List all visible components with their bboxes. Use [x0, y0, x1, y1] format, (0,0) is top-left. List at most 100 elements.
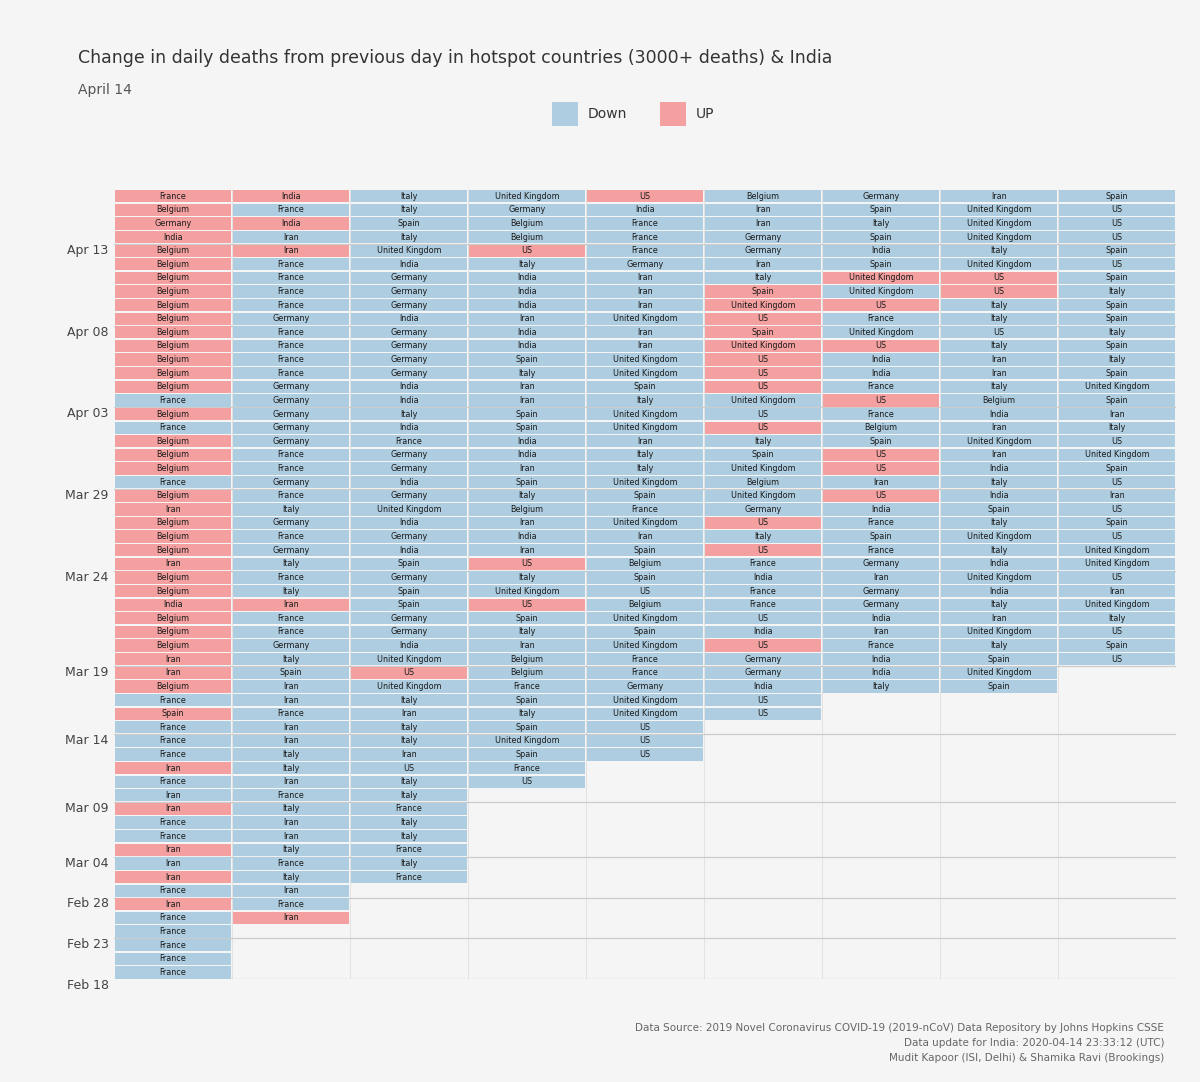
Text: UP: UP — [696, 107, 714, 120]
FancyBboxPatch shape — [115, 217, 230, 229]
FancyBboxPatch shape — [1060, 217, 1175, 229]
Text: United Kingdom: United Kingdom — [494, 192, 559, 200]
FancyBboxPatch shape — [706, 394, 821, 407]
FancyBboxPatch shape — [233, 654, 349, 665]
FancyBboxPatch shape — [115, 435, 230, 448]
Text: France: France — [277, 900, 305, 909]
FancyBboxPatch shape — [115, 844, 230, 856]
Text: Apr 13: Apr 13 — [67, 243, 109, 256]
FancyBboxPatch shape — [115, 625, 230, 638]
FancyBboxPatch shape — [115, 476, 230, 488]
FancyBboxPatch shape — [706, 530, 821, 543]
Text: Belgium: Belgium — [156, 518, 190, 528]
FancyBboxPatch shape — [233, 789, 349, 802]
FancyBboxPatch shape — [706, 544, 821, 556]
FancyBboxPatch shape — [233, 557, 349, 570]
Text: Iran: Iran — [874, 628, 889, 636]
Text: Iran: Iran — [283, 246, 299, 255]
Text: Iran: Iran — [166, 845, 181, 855]
FancyBboxPatch shape — [587, 681, 703, 692]
FancyBboxPatch shape — [469, 776, 584, 788]
Text: Belgium: Belgium — [156, 641, 190, 650]
FancyBboxPatch shape — [1060, 598, 1175, 611]
Text: France: France — [277, 491, 305, 500]
Text: Spain: Spain — [988, 505, 1010, 514]
FancyBboxPatch shape — [587, 354, 703, 366]
FancyBboxPatch shape — [823, 544, 938, 556]
FancyBboxPatch shape — [587, 462, 703, 475]
Text: Italy: Italy — [401, 696, 418, 704]
Text: France: France — [277, 274, 305, 282]
Text: India: India — [635, 206, 655, 214]
FancyBboxPatch shape — [233, 490, 349, 502]
FancyBboxPatch shape — [469, 571, 584, 583]
Text: Iran: Iran — [520, 396, 535, 405]
FancyBboxPatch shape — [1060, 544, 1175, 556]
Text: Italy: Italy — [282, 805, 300, 814]
FancyBboxPatch shape — [1060, 286, 1175, 298]
Text: France: France — [160, 192, 186, 200]
Text: France: France — [868, 410, 894, 419]
Text: Mar 09: Mar 09 — [65, 802, 109, 815]
Text: Spain: Spain — [1105, 369, 1128, 378]
FancyBboxPatch shape — [823, 299, 938, 312]
Text: Belgium: Belgium — [864, 423, 898, 432]
Text: Germany: Germany — [390, 450, 427, 460]
Text: France: France — [160, 832, 186, 841]
Text: Iran: Iran — [1109, 410, 1124, 419]
FancyBboxPatch shape — [469, 190, 584, 202]
FancyBboxPatch shape — [115, 667, 230, 678]
Text: Iran: Iran — [166, 900, 181, 909]
Text: US: US — [757, 410, 768, 419]
FancyBboxPatch shape — [115, 776, 230, 788]
FancyBboxPatch shape — [706, 422, 821, 434]
FancyBboxPatch shape — [706, 503, 821, 515]
Text: Spain: Spain — [516, 477, 539, 487]
FancyBboxPatch shape — [706, 354, 821, 366]
FancyBboxPatch shape — [941, 544, 1057, 556]
FancyBboxPatch shape — [941, 354, 1057, 366]
FancyBboxPatch shape — [352, 557, 467, 570]
Text: Germany: Germany — [390, 369, 427, 378]
Text: India: India — [400, 423, 419, 432]
FancyBboxPatch shape — [115, 871, 230, 883]
Text: Germany: Germany — [390, 342, 427, 351]
Text: United Kingdom: United Kingdom — [967, 532, 1031, 541]
FancyBboxPatch shape — [469, 557, 584, 570]
FancyBboxPatch shape — [823, 326, 938, 339]
Text: India: India — [989, 559, 1009, 568]
FancyBboxPatch shape — [115, 299, 230, 312]
Text: Italy: Italy — [282, 872, 300, 882]
Text: United Kingdom: United Kingdom — [613, 477, 677, 487]
FancyBboxPatch shape — [1060, 203, 1175, 216]
FancyBboxPatch shape — [469, 544, 584, 556]
FancyBboxPatch shape — [233, 844, 349, 856]
Text: Iran: Iran — [637, 532, 653, 541]
Text: Italy: Italy — [401, 791, 418, 800]
FancyBboxPatch shape — [706, 286, 821, 298]
Text: France: France — [277, 369, 305, 378]
FancyBboxPatch shape — [115, 449, 230, 461]
FancyBboxPatch shape — [941, 530, 1057, 543]
Text: France: France — [631, 219, 659, 228]
FancyBboxPatch shape — [587, 667, 703, 678]
Text: France: France — [514, 682, 540, 691]
FancyBboxPatch shape — [587, 517, 703, 529]
Text: Italy: Italy — [1109, 328, 1126, 337]
FancyBboxPatch shape — [233, 776, 349, 788]
FancyBboxPatch shape — [233, 272, 349, 283]
Text: Iran: Iran — [166, 655, 181, 663]
Text: Italy: Italy — [1109, 287, 1126, 296]
FancyBboxPatch shape — [823, 313, 938, 325]
Text: Belgium: Belgium — [156, 369, 190, 378]
FancyBboxPatch shape — [469, 517, 584, 529]
FancyBboxPatch shape — [233, 190, 349, 202]
FancyBboxPatch shape — [587, 557, 703, 570]
Text: Germany: Germany — [744, 655, 781, 663]
FancyBboxPatch shape — [469, 299, 584, 312]
Text: United Kingdom: United Kingdom — [613, 410, 677, 419]
FancyBboxPatch shape — [941, 503, 1057, 515]
Text: India: India — [989, 491, 1009, 500]
Text: US: US — [757, 314, 768, 324]
FancyBboxPatch shape — [823, 408, 938, 420]
